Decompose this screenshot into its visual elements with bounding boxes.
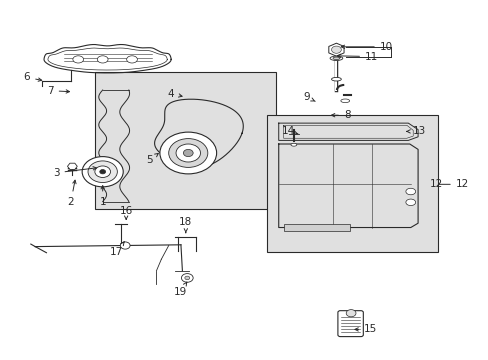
Polygon shape — [67, 163, 77, 170]
Bar — [266, 115, 437, 252]
Text: 2: 2 — [67, 180, 76, 207]
Circle shape — [331, 46, 341, 53]
Text: 15: 15 — [354, 324, 377, 334]
Ellipse shape — [405, 188, 415, 195]
Text: 11: 11 — [337, 51, 378, 62]
Text: 4: 4 — [167, 89, 182, 99]
Circle shape — [176, 144, 200, 162]
Ellipse shape — [73, 56, 83, 63]
Text: 8: 8 — [331, 110, 350, 120]
Circle shape — [82, 157, 123, 187]
Text: 9: 9 — [303, 92, 315, 102]
Text: 7: 7 — [47, 86, 69, 96]
Ellipse shape — [290, 143, 296, 146]
Circle shape — [160, 132, 216, 174]
Ellipse shape — [340, 99, 349, 103]
Ellipse shape — [405, 199, 415, 206]
Circle shape — [184, 276, 189, 280]
Circle shape — [168, 139, 207, 167]
Text: 13: 13 — [406, 126, 425, 136]
Text: 17: 17 — [109, 242, 124, 257]
Ellipse shape — [97, 56, 108, 63]
Bar — [283, 224, 349, 231]
Circle shape — [183, 149, 193, 157]
Text: 3: 3 — [53, 167, 96, 178]
Ellipse shape — [329, 56, 342, 60]
Text: 18: 18 — [179, 217, 192, 233]
Text: 1: 1 — [99, 186, 106, 207]
FancyBboxPatch shape — [337, 311, 363, 337]
Text: 14: 14 — [281, 126, 297, 136]
Text: 19: 19 — [173, 282, 186, 297]
Ellipse shape — [126, 56, 137, 63]
Circle shape — [95, 166, 110, 177]
Text: 5: 5 — [145, 153, 158, 165]
Text: 16: 16 — [119, 206, 133, 219]
Circle shape — [100, 170, 105, 174]
Text: 12: 12 — [438, 179, 468, 189]
Circle shape — [346, 310, 355, 317]
Circle shape — [181, 274, 193, 282]
Bar — [95, 72, 276, 209]
Circle shape — [88, 161, 117, 183]
Text: 6: 6 — [23, 72, 41, 82]
Circle shape — [120, 242, 130, 249]
Ellipse shape — [331, 77, 341, 81]
Text: 12: 12 — [428, 179, 442, 189]
Ellipse shape — [332, 57, 339, 59]
Text: 10: 10 — [341, 42, 392, 52]
